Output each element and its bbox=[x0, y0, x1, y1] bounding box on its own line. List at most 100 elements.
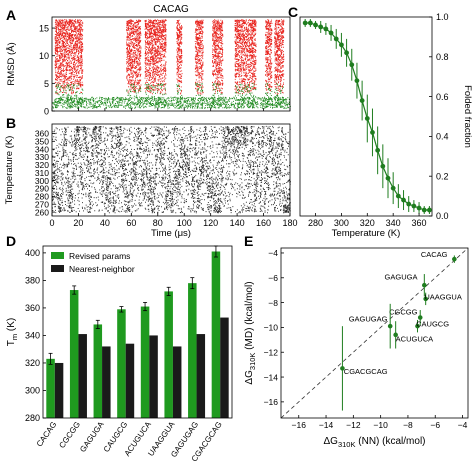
legend-label-revised: Revised params bbox=[69, 251, 130, 261]
panel-label-d: D bbox=[6, 233, 16, 249]
data-point bbox=[307, 20, 313, 26]
x-axis-label-main: ΔG bbox=[324, 436, 339, 447]
y-tick-label: 5 bbox=[44, 79, 49, 89]
y-tick-label: −4 bbox=[268, 248, 278, 258]
panel-d-melting-temperature-chart: DCACAGCGCGGGAGUGACAUGCGACUGUCAUAAGGUAGAG… bbox=[6, 233, 233, 463]
data-point bbox=[422, 282, 427, 288]
y-tick-label: 300 bbox=[25, 386, 40, 396]
y-tick-label: 260 bbox=[35, 207, 49, 217]
y-tick-label: 290 bbox=[35, 184, 49, 194]
y-axis-label-unit: (MD) (kcal/mol) bbox=[244, 281, 255, 352]
panel-label-c: C bbox=[288, 4, 298, 20]
data-point bbox=[340, 366, 345, 371]
bar-nearest-neighbor bbox=[172, 346, 182, 418]
bar-revised-params bbox=[140, 306, 150, 418]
y-tick-label: 280 bbox=[25, 413, 40, 423]
point-label: ACUGUCA bbox=[396, 335, 434, 344]
data-point bbox=[328, 30, 334, 36]
x-axis-label: Temperature (K) bbox=[332, 228, 401, 239]
bar-revised-params bbox=[188, 283, 197, 418]
x-axis-label: ΔG310K (NN) (kcal/mol) bbox=[324, 436, 426, 449]
y-tick-label: 15 bbox=[39, 24, 49, 34]
data-point bbox=[380, 163, 386, 169]
y-axis-label-main: ΔG bbox=[244, 370, 255, 385]
y-axis-label-sub: m bbox=[10, 334, 19, 340]
data-point bbox=[401, 197, 406, 203]
y-axis-label: Temperature (K) bbox=[4, 136, 15, 205]
bar-nearest-neighbor bbox=[125, 343, 135, 418]
point-label: GAGUGA bbox=[385, 273, 418, 282]
data-point bbox=[395, 193, 401, 199]
y-tick-label: 350 bbox=[35, 136, 49, 146]
data-point bbox=[406, 201, 412, 207]
folded-state-points bbox=[52, 96, 291, 109]
x-tick-label: 140 bbox=[230, 218, 245, 228]
x-tick-label: CGCGG bbox=[57, 420, 82, 450]
panel-c-folded-fraction-chart: C 280 300 320 340 360 0.0 0.2 0.4 0.6 0.8 1.0 Temper… bbox=[288, 4, 473, 239]
y-axis-label-sub: 310K bbox=[248, 353, 257, 371]
legend-swatch-nearest-neighbor bbox=[51, 265, 64, 272]
point-label: CAUGCG bbox=[416, 320, 449, 329]
x-tick-label: −4 bbox=[458, 420, 468, 430]
y-axis-label: Tm (K) bbox=[6, 318, 19, 346]
y-tick-label: 360 bbox=[35, 129, 49, 139]
data-point bbox=[359, 98, 365, 103]
plot-frame bbox=[42, 245, 233, 419]
x-tick-label: 160 bbox=[256, 218, 271, 228]
x-tick-label: 120 bbox=[203, 218, 218, 228]
legend-swatch-revised bbox=[51, 252, 64, 259]
y-tick-label: 0.0 bbox=[436, 211, 449, 221]
data-point bbox=[387, 323, 393, 329]
x-tick-label: 280 bbox=[308, 218, 323, 228]
data-point bbox=[385, 175, 391, 181]
x-tick-label: −14 bbox=[319, 420, 334, 430]
x-axis-label-unit: (NN) (kcal/mol) bbox=[356, 436, 426, 447]
bar-revised-params bbox=[46, 358, 55, 418]
point-label: CGACGCAG bbox=[344, 367, 388, 376]
identity-diagonal-line bbox=[280, 247, 469, 419]
data-point bbox=[421, 207, 427, 213]
panel-a-rmsd-chart: A CACAG 0 5 10 15 RMSD (Å) bbox=[6, 4, 291, 117]
bar-nearest-neighbor bbox=[220, 317, 229, 418]
bar-nearest-neighbor bbox=[196, 334, 206, 418]
data-point bbox=[423, 296, 428, 302]
bar-revised-params bbox=[164, 291, 173, 418]
y-tick-label: 360 bbox=[25, 303, 40, 313]
y-tick-label: 320 bbox=[35, 160, 49, 170]
point-label: CACAG bbox=[421, 250, 448, 259]
legend-label-nearest-neighbor: Nearest-neighbor bbox=[69, 264, 135, 274]
data-point bbox=[393, 332, 398, 338]
y-tick-label: −8 bbox=[268, 298, 278, 308]
x-tick-label: 60 bbox=[126, 218, 136, 228]
data-point bbox=[313, 22, 318, 28]
x-tick-label: 20 bbox=[73, 218, 83, 228]
data-point bbox=[375, 147, 381, 153]
y-tick-label: 380 bbox=[25, 276, 40, 286]
x-tick-label: 360 bbox=[412, 218, 427, 228]
panel-label-e: E bbox=[244, 233, 253, 249]
bar-nearest-neighbor bbox=[149, 335, 158, 418]
data-point bbox=[344, 50, 349, 56]
y-tick-label: 400 bbox=[25, 248, 40, 258]
x-axis-label: Time (μs) bbox=[151, 228, 191, 239]
x-tick-label: −12 bbox=[346, 420, 361, 430]
x-tick-label: 180 bbox=[282, 218, 297, 228]
y-tick-label: 0.2 bbox=[436, 171, 449, 181]
data-point bbox=[323, 26, 329, 32]
data-point bbox=[302, 20, 308, 26]
y-tick-label: −6 bbox=[268, 273, 278, 283]
y-tick-label: −14 bbox=[264, 372, 279, 382]
y-tick-label: 1.0 bbox=[436, 12, 449, 22]
x-tick-label: 80 bbox=[153, 218, 163, 228]
bar-revised-params bbox=[117, 309, 126, 418]
data-point bbox=[416, 205, 422, 211]
data-point bbox=[364, 116, 370, 121]
temperature-trajectory-points bbox=[52, 125, 291, 214]
x-tick-label: −6 bbox=[430, 420, 440, 430]
data-point bbox=[370, 130, 375, 135]
y-tick-label: 340 bbox=[35, 144, 49, 154]
y-tick-label: 310 bbox=[35, 168, 49, 178]
data-point bbox=[427, 207, 432, 213]
